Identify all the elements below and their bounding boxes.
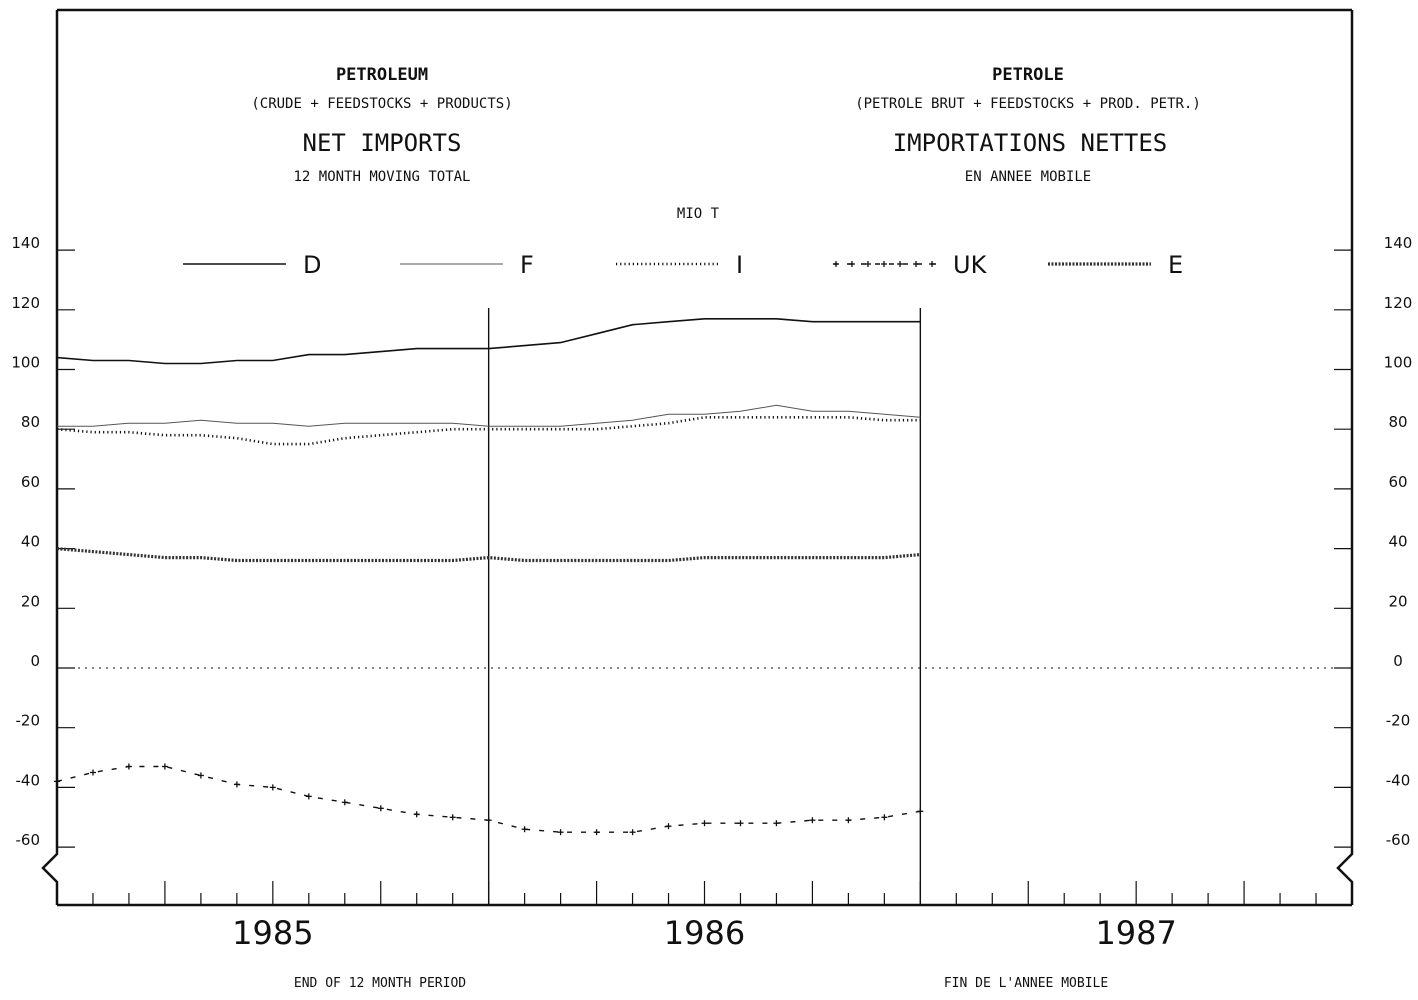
footer-fr: FIN DE L'ANNEE MOBILE — [944, 976, 1108, 991]
y-tick-label-right: 100 — [1384, 354, 1413, 372]
axes: 140 140 120 120 100 100 80 80 60 60 40 40 20 20 0 0 -20 -… — [11, 8, 1413, 952]
point-uk — [485, 817, 492, 824]
y-tick-label-left: -40 — [16, 771, 41, 789]
frame-left — [41, 10, 59, 905]
series-line-f — [57, 404, 921, 427]
unit-label: MIO T — [677, 206, 720, 222]
point-uk — [665, 823, 672, 830]
y-tick-label-left: 120 — [11, 294, 40, 312]
point-uk — [197, 772, 204, 779]
point-uk — [305, 793, 312, 800]
y-tick-label-right: 60 — [1388, 473, 1407, 491]
y-tick-label-left: 20 — [21, 592, 40, 610]
point-uk — [341, 799, 348, 806]
y-tick-label-right: -60 — [1386, 831, 1411, 849]
y-tick-label-right: 80 — [1388, 413, 1407, 431]
point-uk — [701, 820, 708, 827]
subtitle-fr: (PETROLE BRUT + FEEDSTOCKS + PROD. PETR.… — [855, 96, 1201, 112]
y-tick-label-right: -40 — [1386, 771, 1411, 789]
series-lines — [54, 317, 924, 836]
point-uk — [845, 817, 852, 824]
point-uk — [737, 820, 744, 827]
point-uk — [125, 763, 132, 770]
point-uk — [377, 805, 384, 812]
series-line-d — [56, 317, 921, 365]
point-uk — [629, 829, 636, 836]
period-fr: EN ANNEE MOBILE — [965, 169, 1091, 185]
series-line-e — [56, 547, 921, 563]
y-tick-label-right: 140 — [1384, 234, 1413, 252]
period-en: 12 MONTH MOVING TOTAL — [293, 169, 470, 185]
point-uk — [557, 829, 564, 836]
point-uk — [161, 763, 168, 770]
y-tick-label-right: 20 — [1388, 592, 1407, 610]
point-uk — [449, 814, 456, 821]
point-uk — [521, 826, 528, 833]
legend-label-e: E — [1168, 251, 1183, 279]
point-uk — [413, 811, 420, 818]
y-tick-label-right: 40 — [1388, 533, 1407, 551]
y-tick-label-left: 0 — [30, 652, 40, 670]
main-title-fr: IMPORTATIONS NETTES — [893, 129, 1168, 157]
y-tick-label-right: 120 — [1384, 294, 1413, 312]
point-uk — [881, 814, 888, 821]
title-en: PETROLEUM — [336, 65, 428, 85]
point-uk — [269, 784, 276, 791]
y-tick-label-right: -20 — [1386, 712, 1411, 730]
point-uk — [54, 778, 60, 785]
year-label: 1987 — [1095, 914, 1176, 952]
point-uk — [593, 829, 600, 836]
y-tick-label-left: -20 — [16, 712, 41, 730]
y-tick-label-right: 0 — [1393, 652, 1403, 670]
legend-label-d: D — [303, 251, 321, 279]
y-tick-label-left: 140 — [11, 234, 40, 252]
y-tick-label-left: -60 — [16, 831, 41, 849]
year-label: 1986 — [664, 914, 745, 952]
point-uk — [809, 817, 816, 824]
main-title-en: NET IMPORTS — [303, 129, 462, 157]
y-tick-label-left: 40 — [21, 533, 40, 551]
point-uk — [233, 781, 240, 788]
year-label: 1985 — [232, 914, 313, 952]
legend-label-f: F — [520, 251, 534, 279]
point-uk — [90, 769, 96, 776]
subtitle-en: (CRUDE + FEEDSTOCKS + PRODUCTS) — [251, 96, 512, 112]
footer-en: END OF 12 MONTH PERIOD — [294, 976, 466, 991]
y-tick-label-left: 100 — [11, 354, 40, 372]
point-uk — [773, 820, 780, 827]
y-tick-label-left: 60 — [21, 473, 40, 491]
frame-right — [1336, 10, 1354, 905]
legend-label-i: I — [736, 251, 743, 279]
legend-label-uk: UK — [953, 251, 988, 279]
point-uk — [917, 808, 924, 815]
legend: D F I UK E — [183, 251, 1183, 279]
title-fr: PETROLE — [992, 65, 1064, 85]
series-line-i — [56, 415, 921, 446]
y-tick-label-left: 80 — [21, 413, 40, 431]
